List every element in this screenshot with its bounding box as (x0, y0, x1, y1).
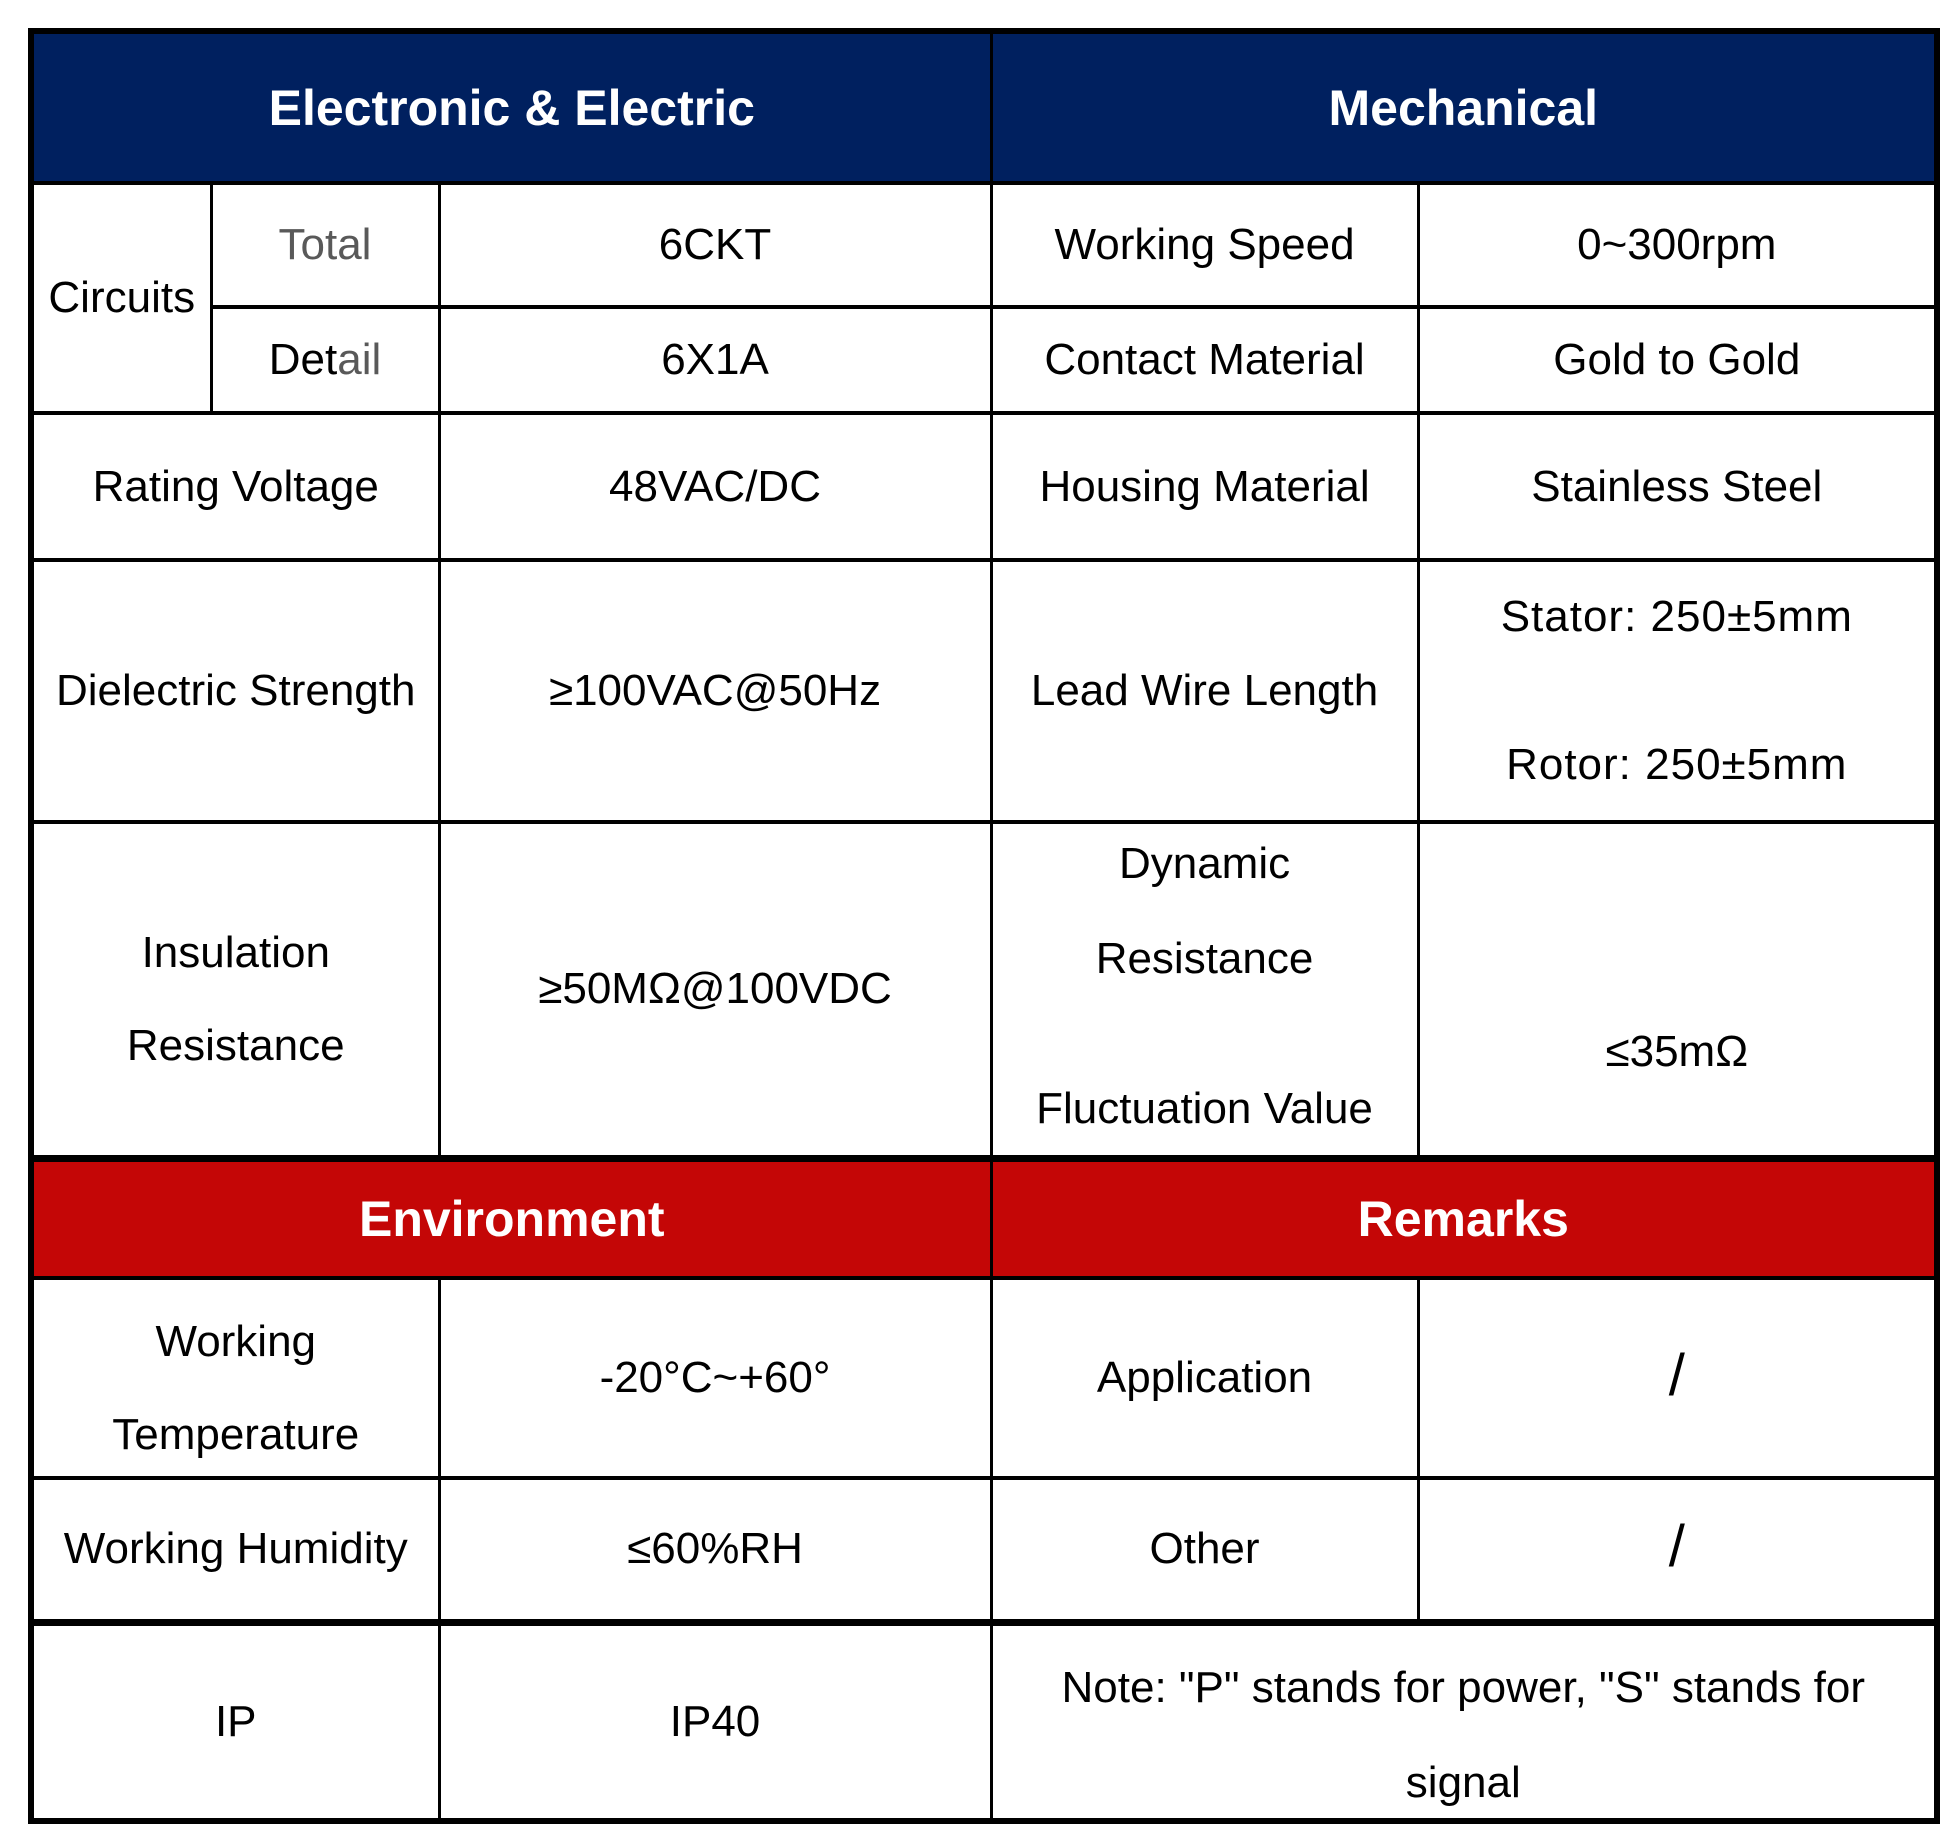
row-insulation-dynamic: Insulation Resistance ≥50MΩ@100VDC Dynam… (29, 820, 1939, 1160)
working-temperature-value-cell: -20°C~+60° (437, 1276, 993, 1480)
note-cell: Note: "P" stands for power, "S" stands f… (989, 1618, 1939, 1823)
ip-label-cell: IP (29, 1618, 441, 1823)
other-value-slash: / (1668, 1513, 1685, 1579)
insulation-label-line1: Insulation (141, 927, 330, 977)
section-header-remarks: Remarks (989, 1154, 1939, 1280)
row-dielectric-leadwire: Dielectric Strength ≥100VAC@50Hz Lead Wi… (29, 558, 1939, 824)
dynamic-label-line1: Dynamic (1118, 839, 1291, 888)
circuits-total-value-cell: 6CKT (437, 181, 993, 309)
row-humidity-other: Working Humidity ≤60%RH Other / (29, 1476, 1939, 1624)
section-header-row-2: Environment Remarks (29, 1154, 1939, 1280)
ip-value-cell: IP40 (437, 1618, 993, 1823)
dynamic-label-line2: Resistance (1095, 934, 1314, 983)
note-line2: signal (1405, 1758, 1521, 1808)
insulation-label-line2: Resistance (126, 1020, 345, 1070)
lead-wire-length-label-cell: Lead Wire Length (989, 558, 1420, 824)
dynamic-resistance-value-cell: ≤35mΩ (1416, 820, 1939, 1160)
working-temperature-label-cell: Working Temperature (29, 1276, 441, 1480)
rating-voltage-label-cell: Rating Voltage (29, 411, 441, 562)
application-value-slash: / (1668, 1342, 1685, 1408)
dynamic-resistance-value: ≤35mΩ (1605, 1027, 1749, 1077)
working-humidity-label-cell: Working Humidity (29, 1476, 441, 1624)
circuits-detail-label-dark: Det (268, 335, 338, 384)
lead-wire-length-values: Stator: 250±5mm Rotor: 250±5mm (1421, 564, 1934, 818)
working-temp-label-line2: Temperature (112, 1409, 360, 1459)
lead-wire-stator-value: Stator: 250±5mm (1500, 592, 1853, 641)
dielectric-strength-label-cell: Dielectric Strength (29, 558, 441, 824)
row-circuits-detail: Detail 6X1A Contact Material Gold to Gol… (31, 305, 1939, 415)
note-line1: Note: "P" stands for power, "S" stands f… (1061, 1663, 1866, 1713)
section-header-mechanical: Mechanical (989, 29, 1939, 185)
working-speed-value-cell: 0~300rpm (1416, 181, 1939, 309)
circuits-label-cell: Circuits (29, 181, 213, 415)
insulation-resistance-label: Insulation Resistance (34, 834, 436, 1154)
working-temperature-label: Working Temperature (34, 1290, 436, 1474)
dynamic-resistance-label: Dynamic Resistance Fluctuation Value (994, 826, 1415, 1154)
row-circuits-total: Circuits Total 6CKT Working Speed 0~300r… (29, 181, 1939, 415)
rating-voltage-value-cell: 48VAC/DC (437, 411, 993, 562)
dielectric-strength-value-cell: ≥100VAC@50Hz (437, 558, 993, 824)
other-value-cell: / (1416, 1476, 1939, 1624)
other-label-cell: Other (989, 1476, 1420, 1624)
section-header-row: Electronic & Electric Mechanical (29, 29, 1939, 185)
application-value-cell: / (1416, 1276, 1939, 1480)
specification-table: Electronic & Electric Mechanical Circuit… (28, 28, 1941, 1824)
lead-wire-rotor-value: Rotor: 250±5mm (1506, 740, 1848, 789)
circuits-detail-value-cell: 6X1A (437, 305, 993, 415)
row-ip-note: IP IP40 Note: "P" stands for power, "S" … (29, 1618, 1939, 1823)
row-rating-voltage: Rating Voltage 48VAC/DC Housing Material… (29, 411, 1939, 562)
dynamic-label-line3: Fluctuation Value (1036, 1084, 1373, 1133)
working-humidity-value-cell: ≤60%RH (437, 1476, 993, 1624)
application-label-cell: Application (989, 1276, 1420, 1480)
working-temp-label-line1: Working (155, 1316, 317, 1366)
contact-material-value-cell: Gold to Gold (1416, 305, 1939, 415)
row-temperature-application: Working Temperature -20°C~+60° Applicati… (29, 1276, 1939, 1480)
note-text: Note: "P" stands for power, "S" stands f… (994, 1640, 1934, 1818)
circuits-detail-label-gray: ail (337, 335, 382, 384)
circuits-total-label-cell: Total (209, 181, 441, 309)
housing-material-value-cell: Stainless Steel (1416, 411, 1939, 562)
insulation-resistance-label-cell: Insulation Resistance (29, 820, 441, 1160)
section-header-environment: Environment (29, 1154, 993, 1280)
section-header-electronic-electric: Electronic & Electric (29, 29, 993, 185)
dynamic-resistance-label-cell: Dynamic Resistance Fluctuation Value (989, 820, 1420, 1160)
insulation-resistance-value-cell: ≥50MΩ@100VDC (437, 820, 993, 1160)
housing-material-label-cell: Housing Material (989, 411, 1420, 562)
circuits-detail-label-cell: Detail (209, 305, 441, 415)
working-speed-label-cell: Working Speed (989, 181, 1420, 309)
circuits-total-label: Total (278, 220, 372, 269)
contact-material-label-cell: Contact Material (989, 305, 1420, 415)
lead-wire-length-value-cell: Stator: 250±5mm Rotor: 250±5mm (1416, 558, 1939, 824)
